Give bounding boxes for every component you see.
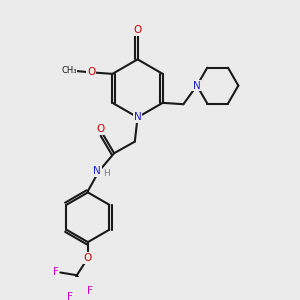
Text: H: H [103, 169, 110, 178]
Text: N: N [93, 166, 101, 176]
Text: O: O [134, 26, 142, 35]
Text: F: F [67, 292, 73, 300]
Text: O: O [84, 253, 92, 263]
Text: O: O [97, 124, 105, 134]
Text: N: N [193, 81, 201, 91]
Text: F: F [87, 286, 92, 296]
Text: N: N [134, 112, 142, 122]
Text: F: F [53, 267, 59, 277]
Text: CH₃: CH₃ [61, 66, 76, 75]
Text: O: O [87, 68, 95, 77]
